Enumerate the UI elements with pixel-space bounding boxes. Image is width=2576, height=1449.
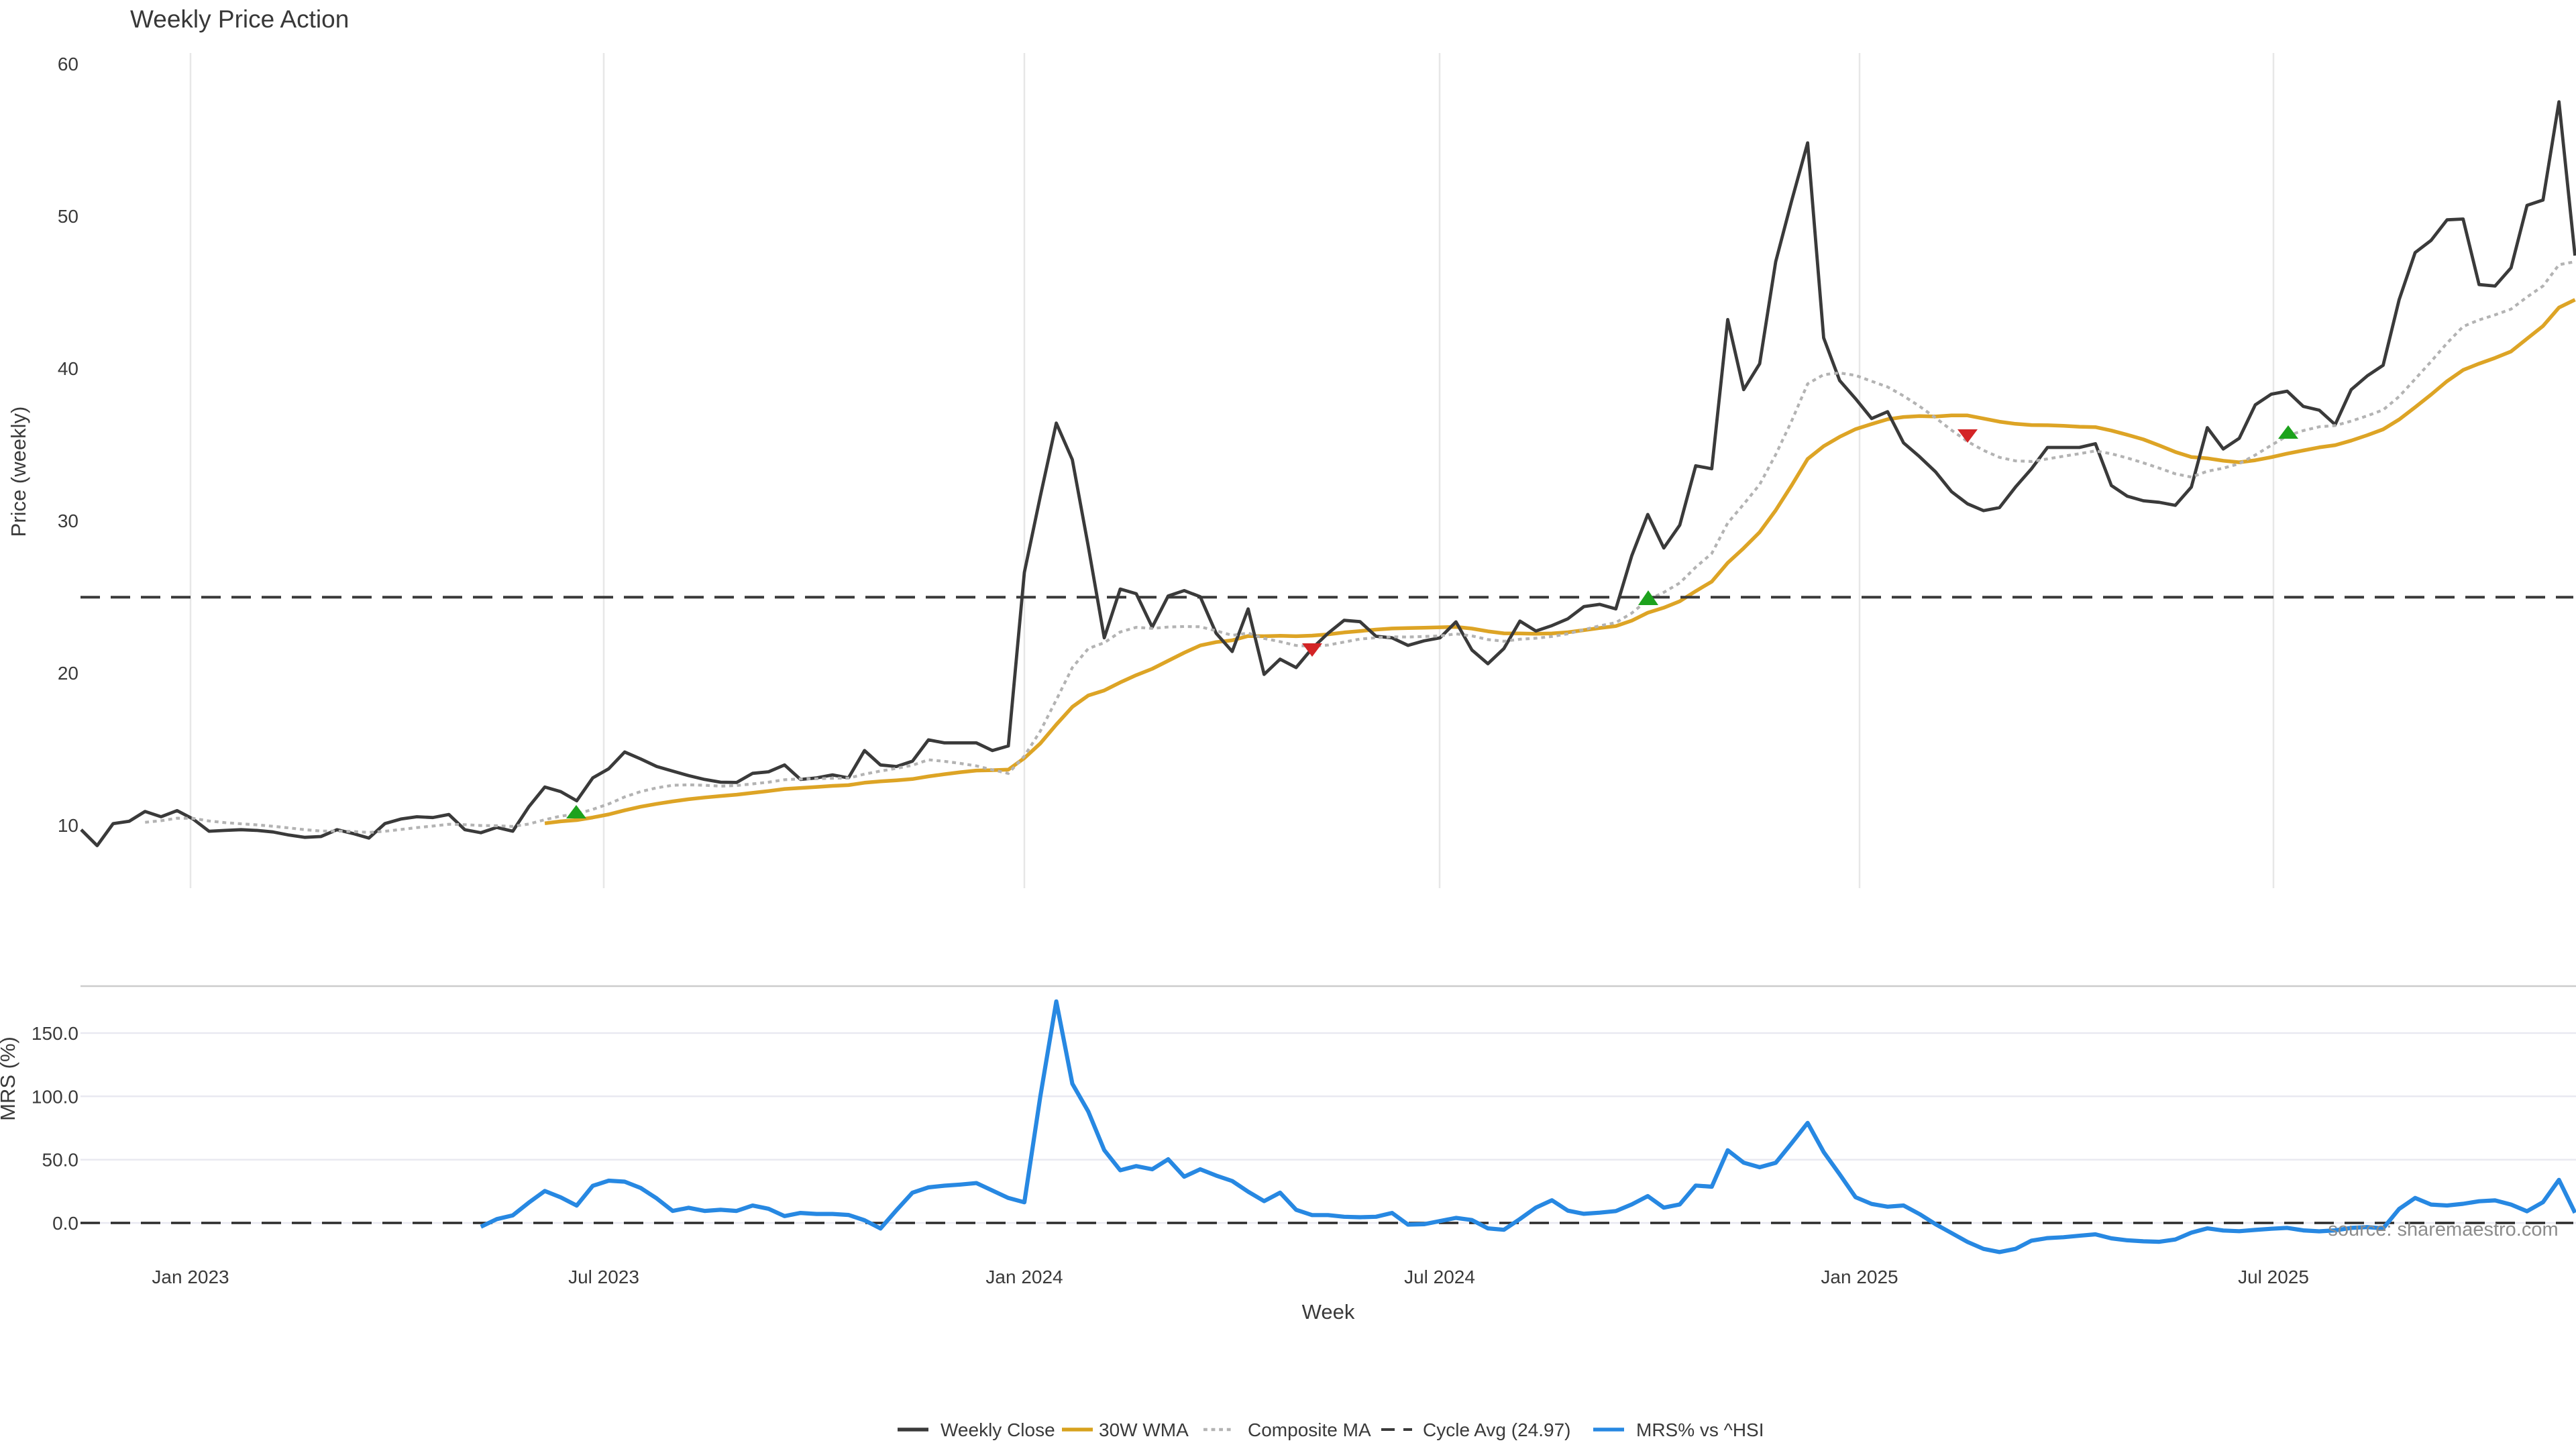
svg-text:MRS% vs ^HSI: MRS% vs ^HSI <box>1636 1419 1764 1440</box>
svg-text:Jan 2024: Jan 2024 <box>985 1267 1063 1287</box>
svg-text:Jul 2024: Jul 2024 <box>1404 1267 1475 1287</box>
svg-text:50: 50 <box>58 206 78 227</box>
svg-text:50.0: 50.0 <box>42 1150 79 1171</box>
svg-text:Cycle Avg (24.97): Cycle Avg (24.97) <box>1423 1419 1571 1440</box>
svg-text:100.0: 100.0 <box>32 1086 78 1107</box>
svg-text:Jul 2025: Jul 2025 <box>2238 1267 2309 1287</box>
svg-text:Jan 2023: Jan 2023 <box>152 1267 229 1287</box>
svg-text:20: 20 <box>58 663 78 684</box>
svg-text:40: 40 <box>58 358 78 379</box>
svg-text:30W WMA: 30W WMA <box>1099 1419 1189 1440</box>
svg-text:source: sharemaestro.com: source: sharemaestro.com <box>2328 1219 2558 1240</box>
svg-text:0.0: 0.0 <box>52 1213 78 1234</box>
svg-text:Week: Week <box>1302 1300 1355 1324</box>
svg-text:Weekly Close: Weekly Close <box>941 1419 1055 1440</box>
svg-text:MRS (%): MRS (%) <box>0 1036 19 1121</box>
svg-text:Jul 2023: Jul 2023 <box>568 1267 639 1287</box>
svg-text:10: 10 <box>58 815 78 836</box>
svg-text:60: 60 <box>58 54 78 74</box>
svg-text:Composite MA: Composite MA <box>1248 1419 1371 1440</box>
svg-text:Jan 2025: Jan 2025 <box>1821 1267 1898 1287</box>
svg-text:150.0: 150.0 <box>32 1023 78 1044</box>
svg-text:Price (weekly): Price (weekly) <box>7 407 30 537</box>
svg-text:Weekly Price Action: Weekly Price Action <box>130 5 349 33</box>
svg-text:30: 30 <box>58 511 78 531</box>
